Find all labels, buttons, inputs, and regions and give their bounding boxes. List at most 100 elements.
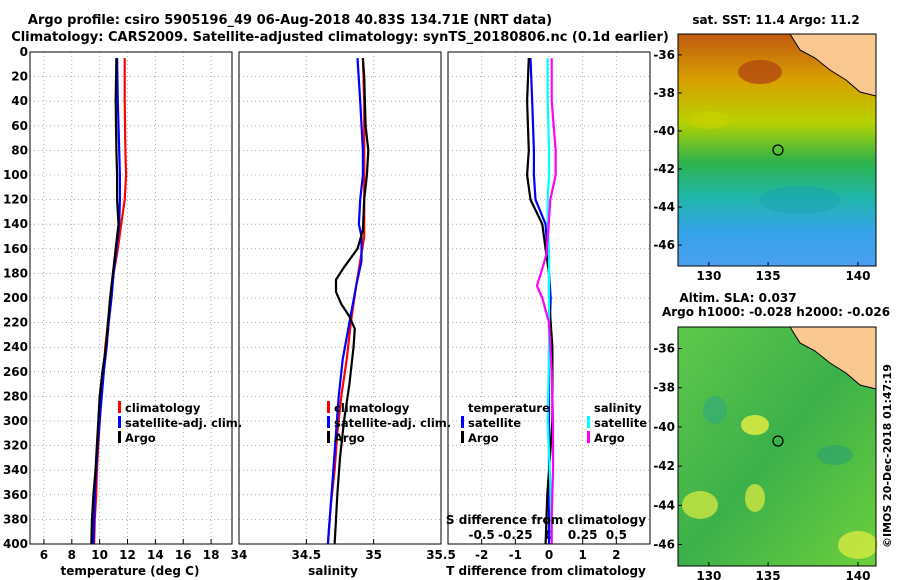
plot-frame [29,51,233,545]
x-tick-label: -1 [509,548,522,562]
series-line-satellite-adj-clim- [326,58,364,545]
depth-tick-label: 240 [3,340,28,354]
title-line-2: Climatology: CARS2009. Satellite-adjuste… [11,30,669,45]
plot-frame [447,51,651,545]
legend-temperature-title: temperature [468,401,550,415]
title-line-1: Argo profile: csiro 5905196_49 06-Aug-20… [28,13,552,28]
sla-low [703,396,727,424]
sla-map-title-1: Altim. SLA: 0.037 [679,291,796,305]
legend-s-argo-label: Argo [594,431,625,445]
depth-tick-label: 220 [3,316,28,330]
legend-t-argo-label: Argo [468,431,499,445]
depth-tick-label: 200 [3,291,28,305]
x-tick-label: 34.5 [292,548,322,562]
map-lat-label: -46 [653,537,675,551]
legend-swatch-argo [118,431,121,443]
legend-salinity-title: salinity [594,401,642,415]
legend-swatch-t-argo [461,431,464,443]
map-lat-label: -42 [653,162,675,176]
depth-tick-label: 180 [3,266,28,280]
map-lon-label: 140 [845,569,870,580]
sla-high [741,415,769,435]
depth-tick-label: 20 [11,70,28,84]
sla-high [682,491,718,519]
sla-map: 130 135 140 -36 -38 -40 -42 -44 -46 [653,326,878,580]
x2-tick-label: 0.5 [606,528,627,542]
x2-tick-label: 0.25 [568,528,598,542]
t-difference-axis-label: T difference from climatology [446,564,646,578]
sst-frame [677,33,877,267]
sst-map-ticks: 130 135 140 -36 -38 -40 -42 -44 -46 [653,48,870,283]
sst-map: 130 135 140 -36 -38 -40 -42 -44 -46 [653,33,877,283]
sst-warm-patch [738,60,782,84]
depth-tick-label: 320 [3,439,28,453]
plot-frame [238,51,442,545]
sst-map-title: sat. SST: 11.4 Argo: 11.2 [692,13,859,27]
x-tick-label: 10 [91,548,108,562]
temperature-legend: climatology satellite-adj. clim. Argo [118,401,242,445]
depth-tick-label: 380 [3,512,28,526]
x-tick-label: 12 [119,548,136,562]
map-lat-label: -40 [653,124,675,138]
map-lat-label: -36 [653,342,675,356]
depth-tick-label: 280 [3,389,28,403]
difference-legend: temperature satellite Argo salinity sate… [461,401,647,445]
legend-swatch-s-satellite [587,416,590,428]
sla-high [838,531,878,559]
map-lat-label: -44 [653,498,675,512]
depth-tick-label: 260 [3,365,28,379]
depth-axis: 0 20 40 60 80 100 120 140 160 180 200 220 240 260 280 3… [3,45,28,551]
sla-map-title-2: Argo h1000: -0.028 h2000: -0.026 [662,305,890,319]
x-tick-label: 14 [147,548,164,562]
legend-argo-label: Argo [334,431,365,445]
depth-tick-label: 120 [3,193,28,207]
x-tick-label: 1 [578,548,586,562]
imos-watermark: ©IMOS 20-Dec-2018 01:47:19 [881,364,894,548]
depth-tick-label: 340 [3,463,28,477]
map-lat-label: -46 [653,238,675,252]
x2-tick-label: -0.25 [498,528,533,542]
depth-tick-label: 360 [3,488,28,502]
map-lon-label: 130 [696,569,721,580]
legend-swatch-argo [327,431,330,443]
depth-tick-label: 100 [3,168,28,182]
x-tick-label: 34 [231,548,248,562]
depth-tick-label: 60 [11,119,28,133]
legend-s-satellite-label: satellite [594,416,647,430]
legend-satellite-label: satellite-adj. clim. [125,416,242,430]
temperature-axis-label: temperature (deg C) [61,564,200,578]
depth-tick-label: 400 [3,537,28,551]
sla-high [745,484,765,512]
x-tick-label: 18 [203,548,220,562]
sla-argo-marker [772,435,784,447]
sst-argo-marker [772,144,784,156]
x-tick-label: 8 [68,548,76,562]
legend-climatology-label: climatology [125,401,201,415]
depth-tick-label: 160 [3,242,28,256]
salinity-axis-label: salinity [308,564,358,578]
temperature-panel: 6 8 10 12 14 16 18 [29,51,233,562]
salinity-panel: 34 34.5 35 35.5 [231,51,456,562]
x-tick-label: 35 [365,548,382,562]
sla-map-ticks: 130 135 140 -36 -38 -40 -42 -44 -46 [653,342,870,580]
depth-tick-label: 0 [20,45,28,59]
series-line-argo [90,58,120,545]
depth-tick-label: 300 [3,414,28,428]
legend-swatch-climatology [118,401,121,413]
map-lon-label: 140 [845,269,870,283]
x-tick-label: 16 [175,548,192,562]
legend-climatology-label: climatology [334,401,410,415]
x-tick-label: 6 [40,548,48,562]
map-lat-label: -38 [653,86,675,100]
depth-tick-label: 80 [11,143,28,157]
depth-tick-label: 40 [11,94,28,108]
map-lat-label: -42 [653,459,675,473]
x-tick-label: -2 [475,548,488,562]
sst-patch [690,111,730,129]
legend-t-satellite-label: satellite [468,416,521,430]
x2-tick-label: -0.5 [469,528,495,542]
legend-argo-label: Argo [125,431,156,445]
map-lon-label: 130 [696,269,721,283]
sla-low [817,445,853,465]
map-lat-label: -36 [653,48,675,62]
